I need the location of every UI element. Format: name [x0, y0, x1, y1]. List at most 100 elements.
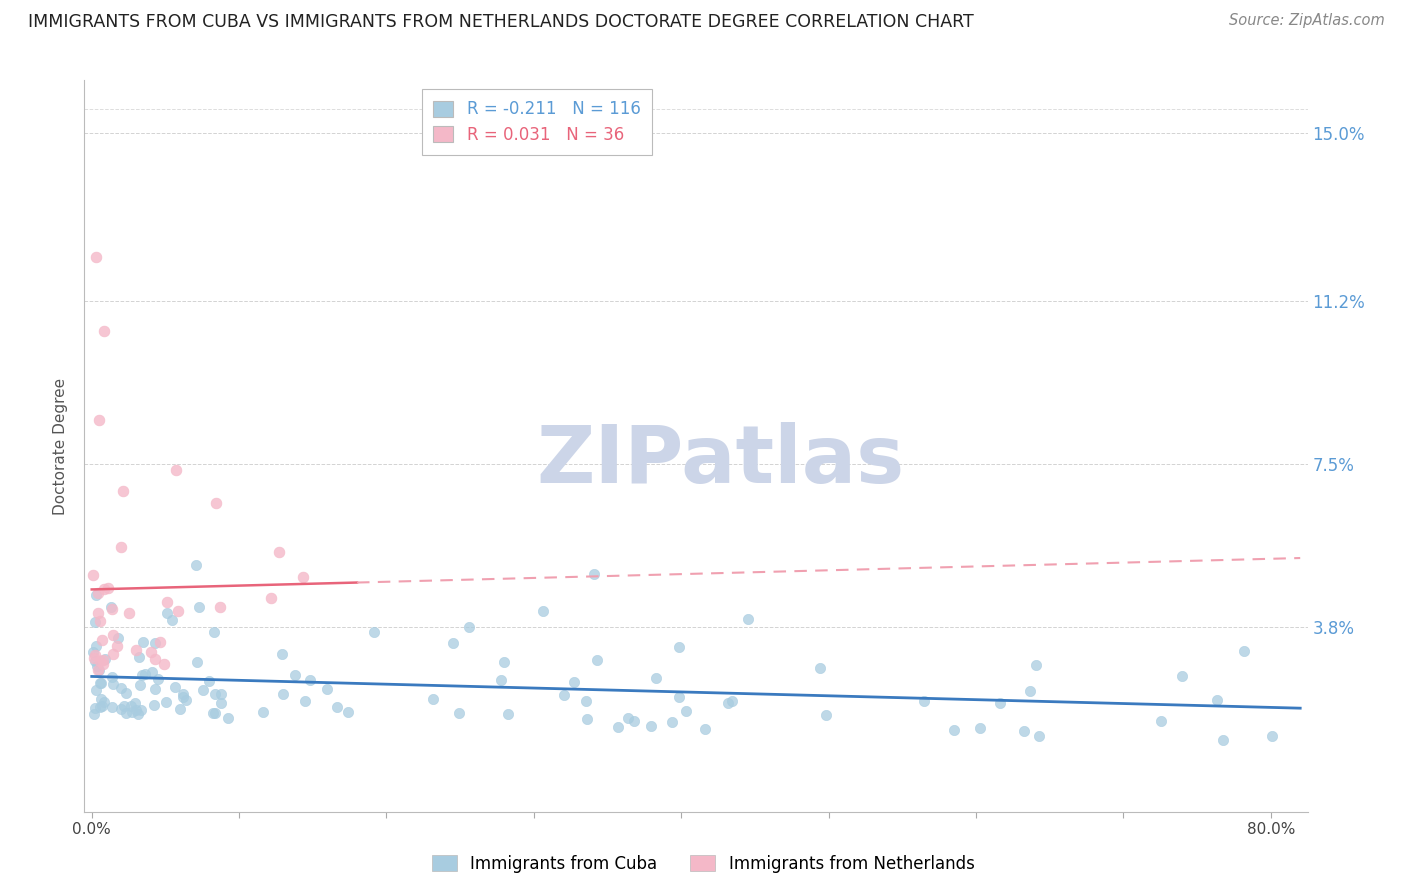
Text: ZIPatlas: ZIPatlas [536, 422, 904, 500]
Point [141, 665, 163, 680]
Point [315, 682, 337, 697]
Point [148, 673, 170, 687]
Point [93, 695, 115, 709]
Point [131, 668, 153, 682]
Point [82, 645, 104, 659]
Point [441, 636, 464, 650]
Point [720, 694, 742, 708]
Point [89, 654, 111, 668]
Point [1012, 724, 1035, 739]
Point [201, 706, 224, 720]
Point [94, 652, 117, 666]
Point [737, 612, 759, 626]
Point [337, 705, 360, 719]
Point [172, 690, 194, 705]
Point [576, 712, 599, 726]
Point [127, 706, 149, 721]
Point [675, 704, 697, 718]
Point [271, 687, 294, 701]
Point [1171, 669, 1194, 683]
Point [209, 697, 232, 711]
Point [155, 694, 177, 708]
Point [101, 699, 124, 714]
Point [90, 675, 112, 690]
Point [1150, 714, 1173, 728]
Point [156, 595, 179, 609]
Point [83, 706, 105, 721]
Point [114, 706, 136, 720]
Point [93, 582, 115, 597]
Point [186, 655, 208, 669]
Point [204, 687, 226, 701]
Point [531, 604, 554, 618]
Point [1028, 729, 1050, 743]
Point [1212, 732, 1234, 747]
Point [912, 694, 935, 708]
Point [97, 581, 120, 595]
Point [160, 613, 183, 627]
Point [217, 711, 239, 725]
Point [586, 653, 609, 667]
Point [184, 558, 207, 572]
Point [103, 647, 125, 661]
Point [143, 636, 166, 650]
Point [209, 687, 232, 701]
Point [149, 635, 172, 649]
Legend: R = -0.211   N = 116, R = 0.031   N = 36: R = -0.211 N = 116, R = 0.031 N = 36 [422, 88, 652, 155]
Point [814, 707, 837, 722]
Point [193, 683, 215, 698]
Point [458, 620, 481, 634]
Point [101, 670, 124, 684]
Point [84, 648, 107, 662]
Point [623, 714, 645, 728]
Point [107, 631, 129, 645]
Point [163, 680, 186, 694]
Point [87, 586, 110, 600]
Point [496, 707, 519, 722]
Point [124, 696, 146, 710]
Point [91, 657, 114, 672]
Point [84, 588, 107, 602]
Point [128, 649, 150, 664]
Point [141, 644, 163, 658]
Point [93, 325, 115, 339]
Point [695, 722, 717, 736]
Point [90, 633, 112, 648]
Point [267, 545, 290, 559]
Point [110, 541, 132, 555]
Point [101, 628, 124, 642]
Point [299, 673, 322, 688]
Point [1205, 693, 1227, 707]
Point [575, 694, 598, 708]
Point [90, 692, 112, 706]
Point [1019, 684, 1042, 698]
Point [562, 675, 585, 690]
Point [84, 250, 107, 264]
Point [83, 650, 105, 665]
Point [661, 714, 683, 729]
Point [607, 720, 630, 734]
Point [583, 567, 606, 582]
Point [165, 463, 187, 477]
Point [91, 653, 114, 667]
Point [121, 705, 143, 719]
Point [100, 600, 122, 615]
Point [202, 624, 225, 639]
Point [1261, 729, 1284, 743]
Point [645, 671, 668, 685]
Y-axis label: Doctorate Degree: Doctorate Degree [53, 377, 69, 515]
Point [129, 678, 152, 692]
Point [112, 699, 135, 714]
Point [125, 642, 148, 657]
Point [111, 483, 134, 498]
Point [270, 647, 292, 661]
Point [110, 702, 132, 716]
Point [252, 705, 274, 719]
Point [101, 677, 124, 691]
Point [553, 688, 575, 702]
Point [188, 600, 211, 615]
Point [640, 719, 662, 733]
Legend: Immigrants from Cuba, Immigrants from Netherlands: Immigrants from Cuba, Immigrants from Ne… [425, 848, 981, 880]
Point [1025, 658, 1047, 673]
Point [87, 663, 110, 677]
